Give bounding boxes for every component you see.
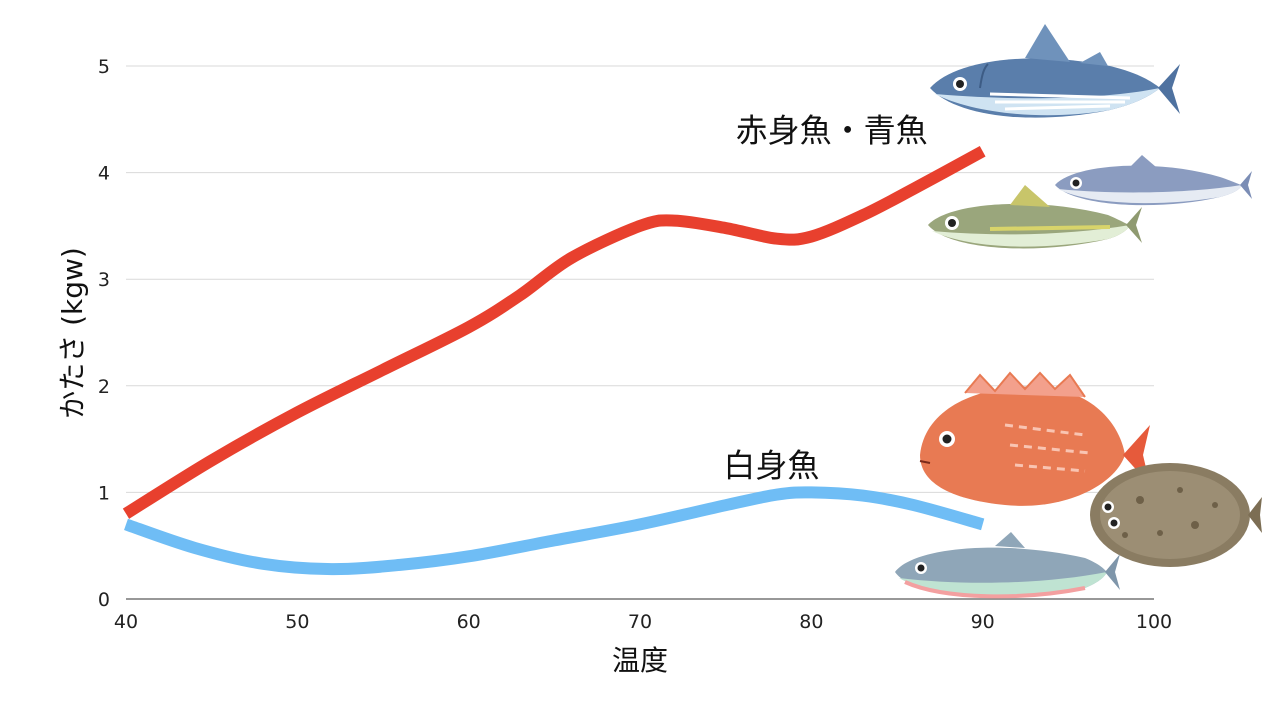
tuna-icon bbox=[930, 24, 1180, 118]
salmon-icon bbox=[895, 532, 1120, 599]
y-tick-label: 5 bbox=[98, 56, 110, 78]
y-axis-ticks: 0 1 2 3 4 5 bbox=[98, 56, 110, 611]
y-axis-title: かたさ (kgw) bbox=[56, 247, 89, 419]
x-tick-label: 70 bbox=[628, 611, 652, 633]
x-tick-label: 80 bbox=[799, 611, 823, 633]
y-tick-label: 4 bbox=[98, 163, 110, 185]
horse-mackerel-icon bbox=[928, 185, 1142, 249]
x-axis-ticks: 40 50 60 70 80 90 100 bbox=[114, 611, 1172, 633]
flounder-icon bbox=[1090, 463, 1262, 567]
x-axis-title: 温度 bbox=[612, 644, 668, 677]
x-tick-label: 90 bbox=[971, 611, 995, 633]
mackerel-icon bbox=[1055, 155, 1252, 206]
y-tick-label: 1 bbox=[98, 482, 110, 504]
series-line bbox=[122, 146, 986, 519]
y-tick-label: 2 bbox=[98, 376, 110, 398]
series-line bbox=[124, 486, 985, 576]
series-label-red: 赤身魚・青魚 bbox=[736, 111, 928, 149]
y-tick-label: 0 bbox=[98, 589, 110, 611]
series-label-blue: 白身魚 bbox=[723, 446, 819, 484]
x-tick-label: 60 bbox=[457, 611, 481, 633]
x-tick-label: 100 bbox=[1136, 611, 1172, 633]
x-tick-label: 40 bbox=[114, 611, 138, 633]
x-tick-label: 50 bbox=[285, 611, 309, 633]
y-tick-label: 3 bbox=[98, 269, 110, 291]
